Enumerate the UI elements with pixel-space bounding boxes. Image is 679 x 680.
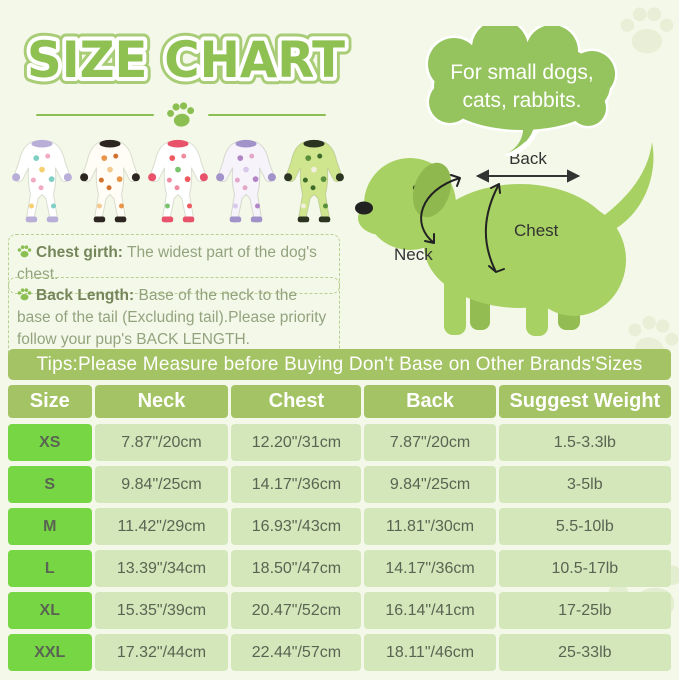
pajama-monkey-print-photo [80, 139, 140, 223]
back-value: 7.87"/20cm [364, 424, 496, 461]
paw-icon [17, 244, 32, 259]
title-divider [36, 100, 326, 130]
back-value: 18.11"/46cm [364, 634, 496, 671]
dog-ear [412, 162, 452, 218]
chest-value: 18.50"/47cm [231, 550, 362, 587]
back-value: 16.14"/41cm [364, 592, 496, 629]
header-chest: Chest [231, 385, 362, 418]
back-length-note: Back Length: Base of the neck to the bas… [8, 277, 340, 359]
neck-value: 9.84"/25cm [94, 466, 229, 503]
chest-measure-arrow [484, 183, 505, 273]
back-label: Back [509, 149, 547, 168]
neck-label: Neck [394, 245, 433, 264]
weight-value: 3-5lb [498, 466, 671, 503]
page-title-art: SIZE CHART SIZE CHART SIZE CHART [20, 24, 352, 96]
size-table: Size Neck Chest Back Suggest Weight XS 7… [0, 385, 679, 671]
pajama-donut-print-photo [216, 139, 276, 223]
table-row-m: M 11.42"/29cm 16.93"/43cm 11.81"/30cm 5.… [0, 508, 679, 545]
divider-line [36, 113, 154, 117]
chest-value: 12.20"/31cm [231, 424, 362, 461]
table-row-xxl: XXL 17.32"/44cm 22.44"/57cm 18.11"/46cm … [0, 634, 679, 671]
chest-value: 20.47"/52cm [231, 592, 362, 629]
back-value: 14.17"/36cm [364, 550, 496, 587]
page-title: SIZE CHART [27, 31, 345, 89]
header-suggest-weight: Suggest Weight [498, 385, 671, 418]
page-title-outer-outline: SIZE CHART [27, 31, 345, 89]
table-row-xs: XS 7.87"/20cm 12.20"/31cm 7.87"/20cm 1.5… [0, 424, 679, 461]
note-label: Back Length: [36, 287, 135, 304]
chest-label: Chest [514, 221, 559, 240]
note-text: Base of the neck to the base of the tail… [17, 287, 327, 348]
header-back: Back [364, 385, 496, 418]
dog-illustration: Back Chest Neck [355, 142, 654, 336]
neck-value: 17.32"/44cm [94, 634, 229, 671]
bubble-text-line1: For small dogs, [450, 61, 594, 84]
page-title-white-outline: SIZE CHART [27, 31, 345, 89]
size-badge: XXL [8, 634, 92, 671]
dog-nose [355, 201, 373, 215]
size-badge: M [8, 508, 92, 545]
product-photos-row [10, 137, 346, 229]
table-row-s: S 9.84"/25cm 14.17"/36cm 9.84"/25cm 3-5l… [0, 466, 679, 503]
weight-value: 5.5-10lb [498, 508, 671, 545]
pajama-watermelon-print-photo [148, 139, 208, 223]
header-size: Size [8, 385, 92, 418]
neck-value: 13.39"/34cm [94, 550, 229, 587]
pajama-avocado-print-photo [284, 139, 344, 223]
chest-value: 22.44"/57cm [231, 634, 362, 671]
weight-value: 1.5-3.3lb [498, 424, 671, 461]
back-value: 9.84"/25cm [364, 466, 496, 503]
weight-value: 17-25lb [498, 592, 671, 629]
pajama-sea-print-photo [12, 139, 72, 223]
back-value: 11.81"/30cm [364, 508, 496, 545]
size-badge: L [8, 550, 92, 587]
size-badge: S [8, 466, 92, 503]
chest-value: 14.17"/36cm [231, 466, 362, 503]
size-badge: XS [8, 424, 92, 461]
bubble-text-line2: cats, rabbits. [462, 89, 581, 112]
neck-value: 11.42"/29cm [94, 508, 229, 545]
paw-icon [164, 98, 198, 132]
size-badge: XL [8, 592, 92, 629]
divider-line [208, 113, 326, 117]
note-label: Chest girth: [36, 244, 123, 261]
back-measure-arrow [475, 169, 581, 183]
paw-icon [17, 287, 32, 302]
chest-girth-note: Chest girth: The widest part of the dog'… [8, 234, 340, 294]
header-neck: Neck [94, 385, 229, 418]
neck-measure-arrow [420, 174, 461, 244]
weight-value: 25-33lb [498, 634, 671, 671]
table-header-row: Size Neck Chest Back Suggest Weight [0, 385, 679, 418]
neck-value: 15.35"/39cm [94, 592, 229, 629]
table-row-xl: XL 15.35"/39cm 20.47"/52cm 16.14"/41cm 1… [0, 592, 679, 629]
tips-banner: Tips:Please Measure before Buying Don't … [8, 349, 671, 380]
chest-value: 16.93"/43cm [231, 508, 362, 545]
neck-value: 7.87"/20cm [94, 424, 229, 461]
speech-bubble: For small dogs, cats, rabbits. [425, 26, 618, 156]
table-row-l: L 13.39"/34cm 18.50"/47cm 14.17"/36cm 10… [0, 550, 679, 587]
note-text: The widest part of the dog's chest. [17, 244, 317, 283]
weight-value: 10.5-17lb [498, 550, 671, 587]
